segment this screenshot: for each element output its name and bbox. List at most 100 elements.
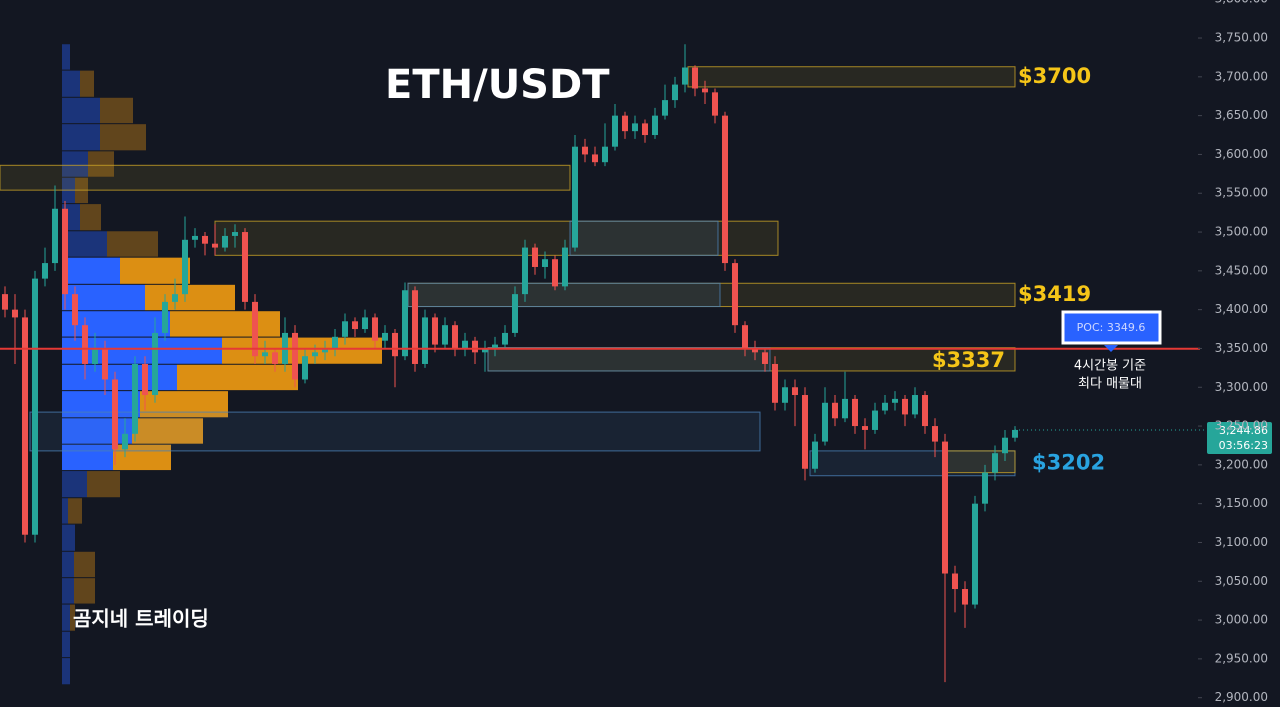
profile-sell [87,471,120,498]
profile-buy [62,418,132,444]
profile-sell [120,257,190,284]
profile-buy [62,604,70,631]
y-tick-label: 3,750.00 [1215,31,1268,45]
candle-body [442,325,448,345]
candle-body [522,247,528,295]
candle-body [582,146,588,155]
profile-buy [62,524,75,551]
candle-body [2,294,8,310]
profile-buy [62,151,88,177]
candle-body [22,317,28,535]
candle-body [862,426,868,430]
candle-body [232,232,238,236]
zone [29,411,761,452]
candle-body [1012,429,1018,438]
profile-sell [100,124,146,151]
y-tick-label: 3,050.00 [1215,574,1268,588]
y-tick-label: 3,200.00 [1215,457,1268,471]
profile-sell [74,551,95,578]
candle-body [642,123,648,136]
candle-body [722,115,728,264]
candle-body [892,398,898,403]
candle-body [272,352,278,364]
y-tick-label: 2,950.00 [1215,651,1268,665]
candle-body [452,325,458,349]
y-tick-label: 3,100.00 [1215,535,1268,549]
candle-body [1002,437,1008,454]
candle-body [632,123,638,132]
profile-buy [62,631,70,658]
profile-buy [62,471,87,498]
candle-body [412,290,418,364]
candle-body [222,235,228,248]
candle-body [922,395,928,427]
candle-body [592,154,598,163]
candle-body [152,332,158,396]
candle-body [802,395,808,469]
candle-body [602,146,608,163]
candle-body [312,352,318,357]
candle-body [122,433,128,450]
candle-body [762,352,768,364]
y-tick-label: 3,450.00 [1215,263,1268,277]
profile-buy [62,498,68,524]
zone [214,220,779,256]
candle-body [292,332,298,380]
candle-body [952,573,958,590]
profile-sell [80,204,101,231]
candle-body [492,344,498,349]
y-tick-label: 3,300.00 [1215,380,1268,394]
candle-body [742,325,748,349]
profile-buy [62,124,100,151]
candle-body [872,410,878,430]
profile-sell [68,498,82,524]
candle-body [562,247,568,287]
candle-body [832,402,838,419]
candle-body [52,208,58,264]
candle-body [502,332,508,345]
zone-label: $3700 [1018,64,1091,88]
profile-sell [74,578,95,604]
candle-body [422,317,428,364]
y-tick-label: 3,700.00 [1215,69,1268,83]
candle-body [992,453,998,473]
candle-body [252,301,258,357]
candle-body [732,263,738,326]
candle-body [962,589,968,605]
y-tick-label: 3,250.00 [1215,419,1268,433]
candle-body [782,387,788,403]
profile-buy [62,231,107,257]
candle-body [712,92,718,116]
y-tick-label: 2,900.00 [1215,690,1268,704]
candle-body [382,332,388,341]
profile-buy [62,551,74,578]
candle-body [342,321,348,337]
zone [569,220,719,256]
y-tick-label: 3,350.00 [1215,341,1268,355]
y-tick-label: 3,550.00 [1215,186,1268,200]
y-tick-label: 3,800.00 [1215,0,1268,6]
profile-buy [62,658,70,685]
candle-body [542,259,548,267]
y-tick-label: 3,400.00 [1215,302,1268,316]
poc-note: 4시간봉 기준 [1074,359,1146,374]
candle-body [172,294,178,302]
candle-body [202,235,208,244]
candle-body [572,146,578,248]
candle-body [92,348,98,364]
candle-body [622,115,628,132]
candle-body [512,294,518,333]
poc-label: POC: 3349.6 [1077,321,1146,334]
poc-pointer [1104,345,1118,352]
candle-body [812,441,818,469]
profile-buy [62,391,140,418]
candle-body [852,398,858,427]
watermark: 곰지네 트레이딩 [73,607,209,631]
zone [407,282,721,308]
profile-buy [62,578,74,604]
candle-body [532,247,538,267]
profile-buy [62,311,170,337]
candle-body [552,259,558,287]
candle-body [462,340,468,349]
